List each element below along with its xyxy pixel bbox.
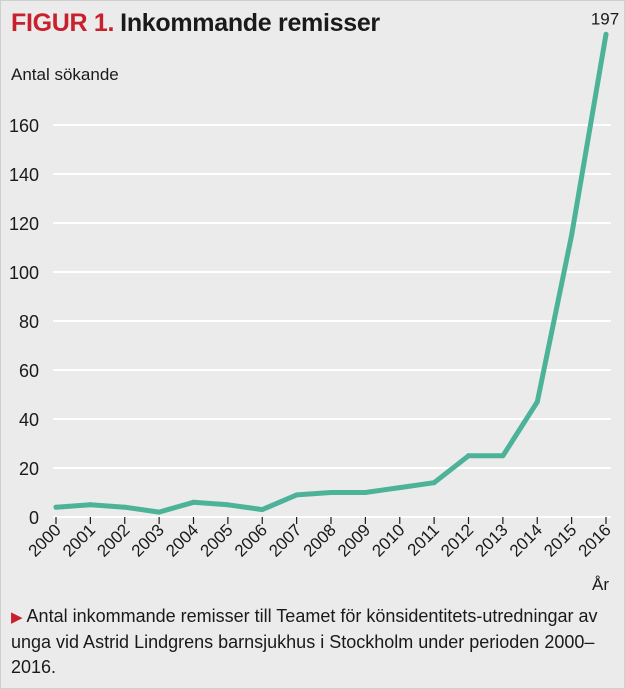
x-tick-label: 2015 <box>540 520 580 560</box>
figure-caption: ▶ Antal inkommande remisser till Teamet f… <box>11 604 616 680</box>
data-label: 197 <box>591 9 619 28</box>
data-point <box>225 502 231 508</box>
y-tick-label: 40 <box>19 410 39 430</box>
data-point <box>191 499 196 505</box>
x-tick-label: 2013 <box>472 520 512 560</box>
data-point <box>431 480 437 486</box>
x-tick-label: 2003 <box>128 520 168 560</box>
data-point <box>466 453 471 459</box>
data-point <box>362 490 368 495</box>
data-point <box>534 399 540 405</box>
y-tick-label: 0 <box>29 508 39 528</box>
y-tick-label: 20 <box>19 459 39 479</box>
y-tick-label: 120 <box>9 214 39 234</box>
y-tick-label: 100 <box>9 263 39 283</box>
caption-marker-icon: ▶ <box>11 609 23 626</box>
caption-text: Antal inkommande remisser till Teamet fö… <box>11 606 598 677</box>
data-point <box>156 509 162 515</box>
data-point <box>500 453 506 459</box>
data-point <box>294 492 300 498</box>
x-tick-label: 2009 <box>334 520 374 560</box>
x-tick-label: 2008 <box>300 520 340 560</box>
figure-title: FIGUR 1. Inkommande remisser <box>11 9 380 38</box>
data-point <box>397 485 403 491</box>
figure-label: FIGUR 1. <box>11 9 115 37</box>
data-point <box>603 31 609 37</box>
y-tick-label: 80 <box>19 312 39 332</box>
x-tick-label: 2001 <box>59 520 99 560</box>
data-point <box>259 507 265 513</box>
y-axis-label: Antal sökande <box>11 65 119 84</box>
x-tick-label: 2014 <box>506 520 546 560</box>
data-point <box>122 504 128 510</box>
x-tick-label: 2012 <box>437 520 477 560</box>
data-point <box>569 232 575 238</box>
x-tick-label: 2005 <box>197 520 237 560</box>
figure-title-text: Inkommande remisser <box>120 9 380 37</box>
x-tick-label: 2007 <box>265 520 305 560</box>
data-point <box>328 490 334 495</box>
x-tick-label: 2010 <box>368 520 408 560</box>
y-tick-label: 60 <box>19 361 39 381</box>
x-tick-label: 2016 <box>575 520 615 560</box>
x-tick-label: 2011 <box>404 520 443 559</box>
line-chart: 0204060801001201401602000200120022003200… <box>9 9 619 594</box>
x-tick-label: 2002 <box>93 520 133 560</box>
series-line <box>53 31 609 515</box>
x-tick-label: 2004 <box>162 520 202 560</box>
x-tick-label: 2006 <box>231 520 271 560</box>
y-tick-label: 160 <box>9 116 39 136</box>
y-tick-label: 140 <box>9 165 39 185</box>
x-axis-label: År <box>592 575 609 594</box>
data-point <box>53 504 59 510</box>
data-point <box>87 502 93 508</box>
